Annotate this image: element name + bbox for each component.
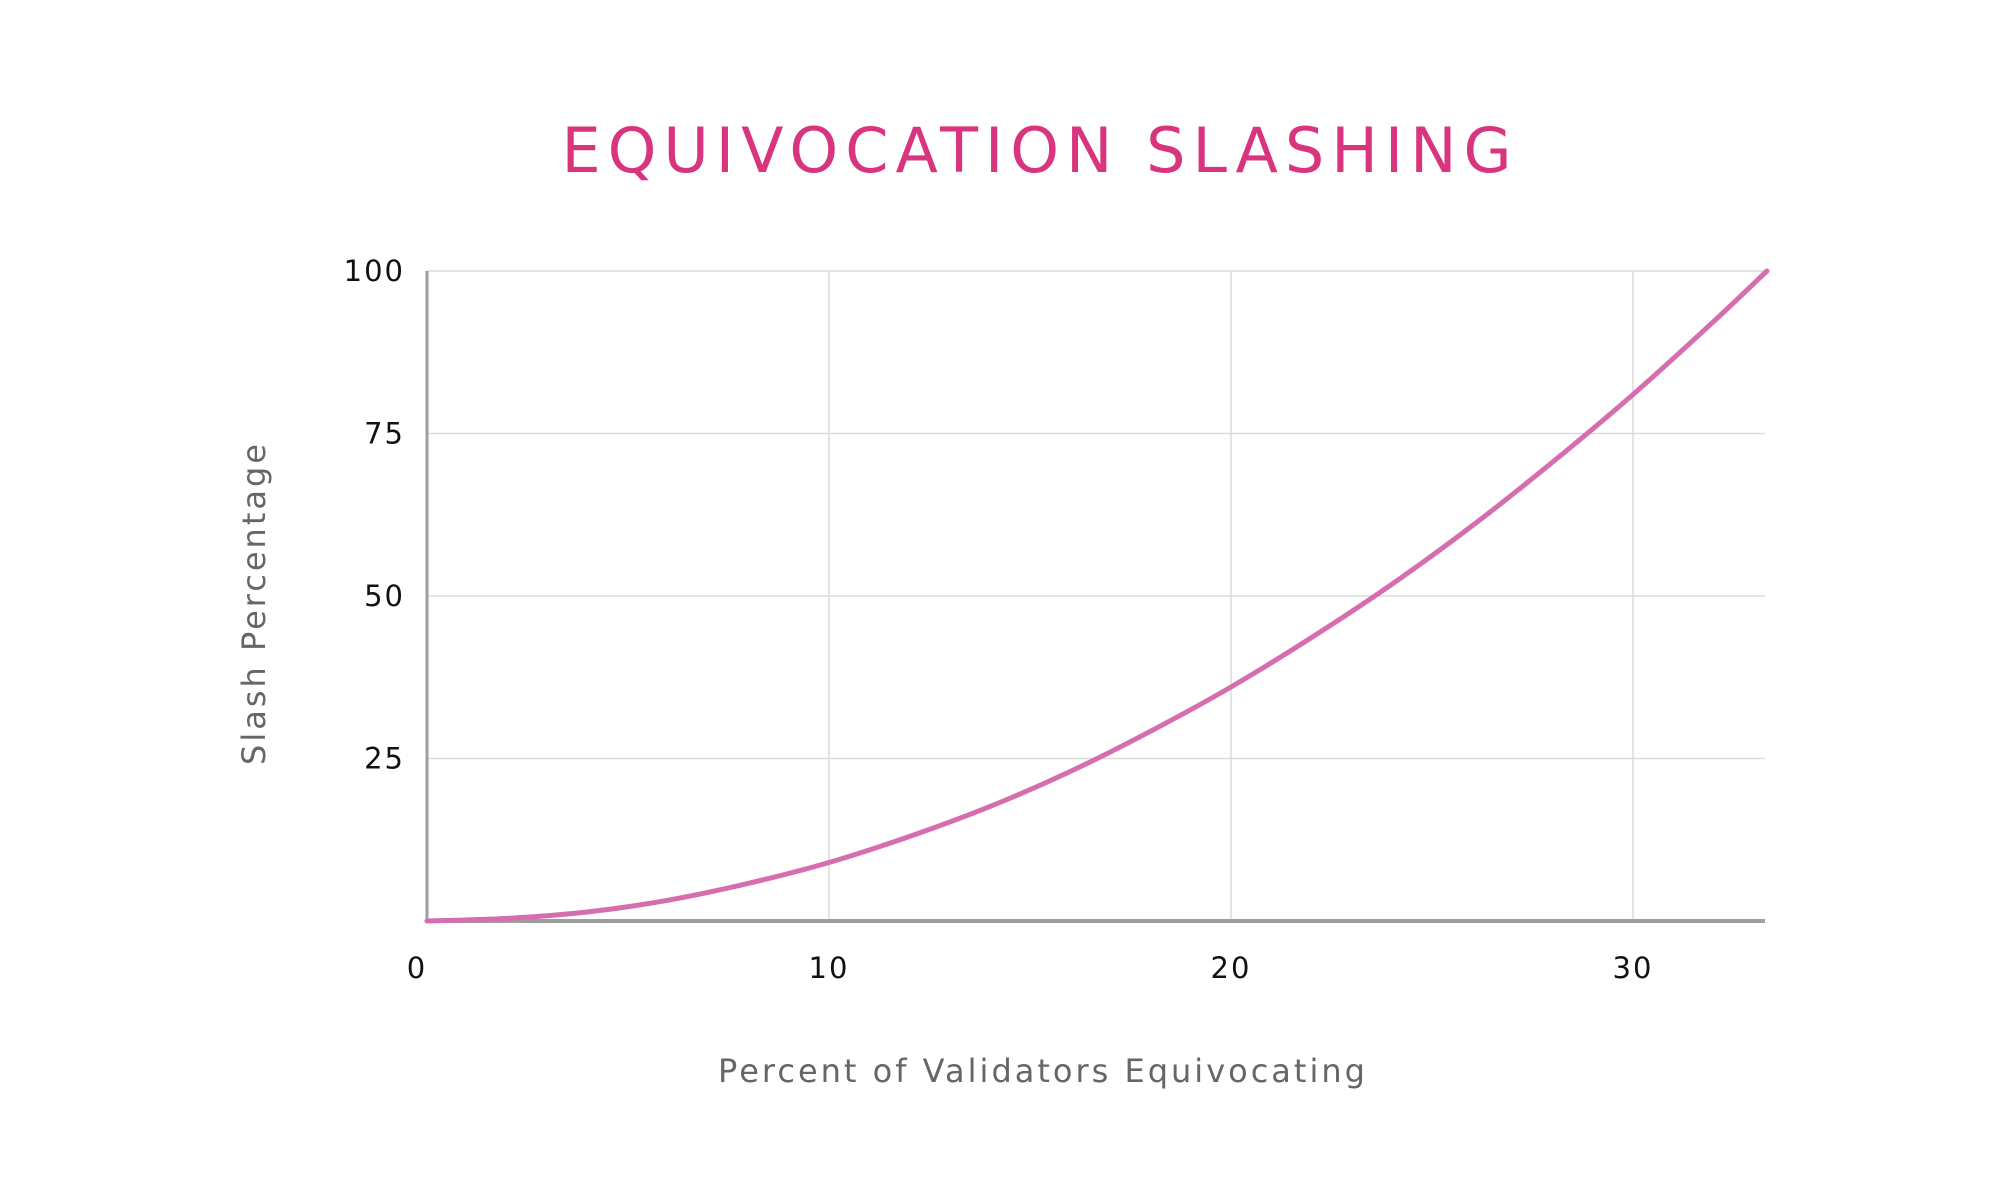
x-tick-label: 0 [407, 951, 427, 985]
x-tick-label: 30 [1613, 951, 1654, 985]
y-tick-label: 75 [364, 417, 405, 451]
y-tick-label: 25 [364, 742, 405, 776]
axes [425, 271, 1765, 923]
y-tick-label: 100 [344, 254, 405, 288]
series-line [424, 268, 1770, 924]
grid [427, 270, 1765, 921]
x-axis-label: Percent of Validators Equivocating [718, 1052, 1368, 1090]
y-axis-label: Slash Percentage [235, 441, 273, 765]
series [424, 268, 1770, 924]
x-tick-label: 10 [809, 951, 850, 985]
x-tick-labels: 0 10 20 30 [407, 951, 1654, 985]
x-tick-label: 20 [1211, 951, 1252, 985]
chart-title: EQUIVOCATION SLASHING [561, 114, 1518, 187]
y-tick-label: 50 [364, 579, 405, 613]
y-tick-labels: 25 50 75 100 [344, 254, 405, 776]
